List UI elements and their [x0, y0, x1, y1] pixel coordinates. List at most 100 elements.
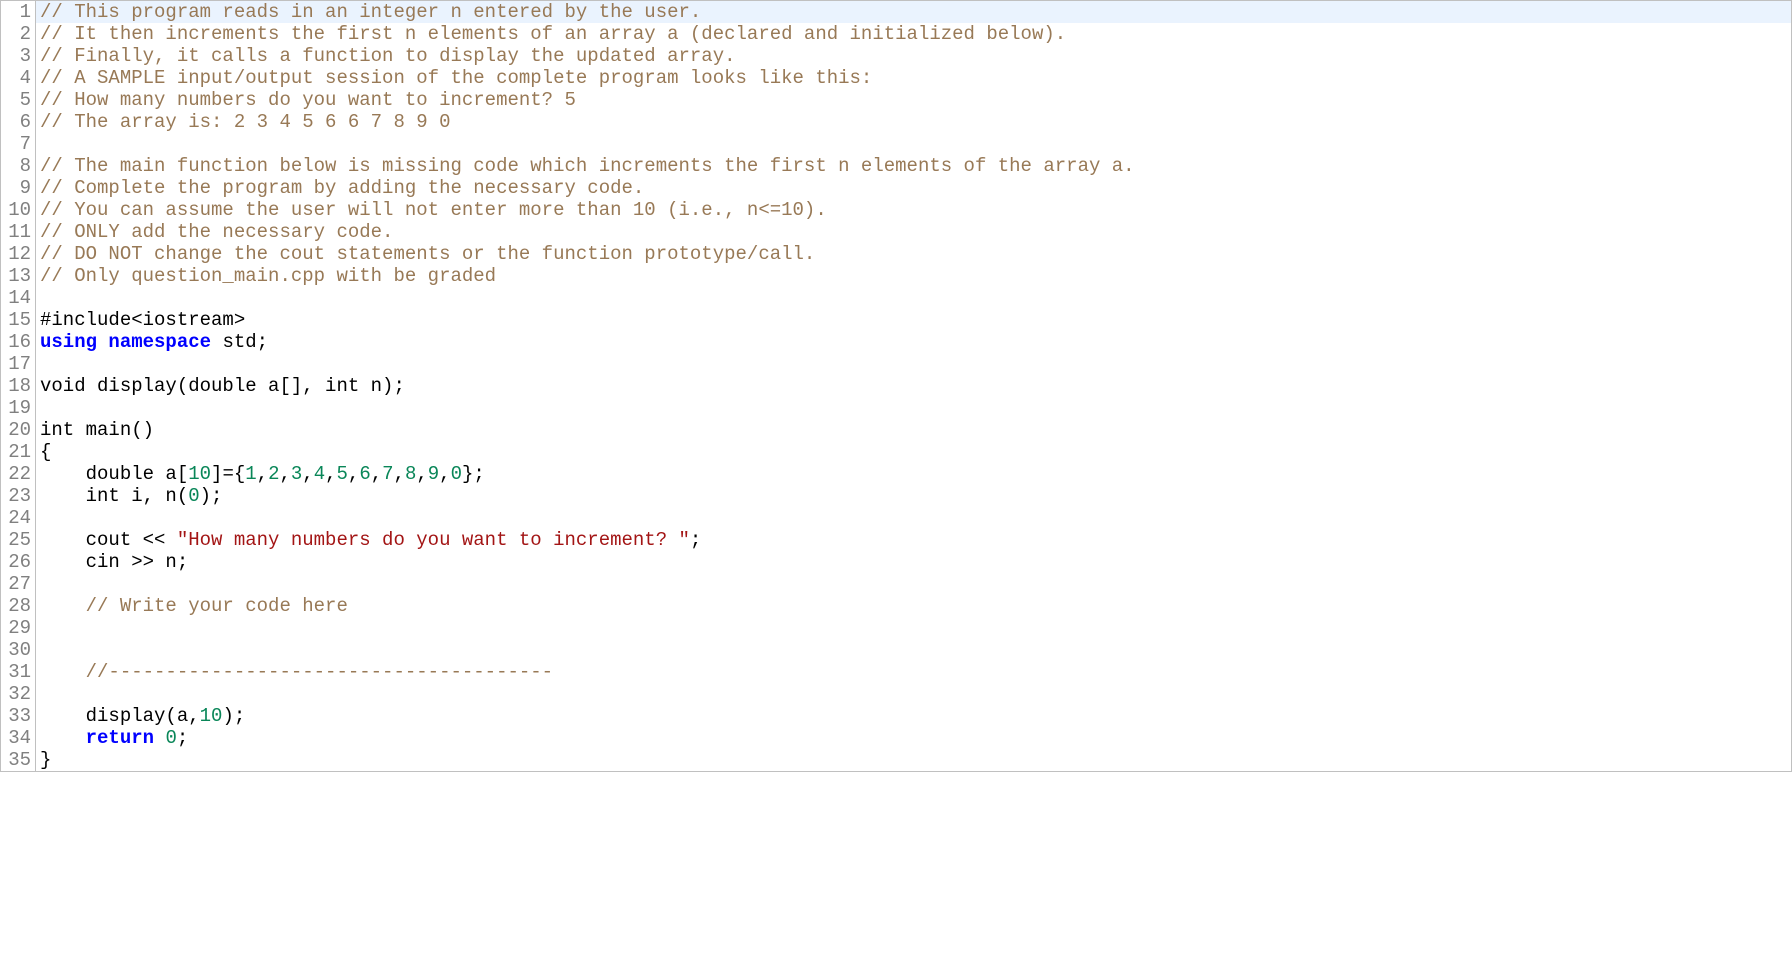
token-plain: }; — [462, 463, 485, 485]
code-content[interactable]: cin >> n; — [36, 551, 1791, 573]
code-line[interactable]: 21{ — [1, 441, 1791, 463]
code-line[interactable]: 16using namespace std; — [1, 331, 1791, 353]
code-content[interactable]: //--------------------------------------… — [36, 661, 1791, 683]
code-line[interactable]: 9// Complete the program by adding the n… — [1, 177, 1791, 199]
line-number: 3 — [1, 45, 36, 67]
code-line[interactable]: 10// You can assume the user will not en… — [1, 199, 1791, 221]
token-number: 0 — [165, 727, 176, 749]
code-content[interactable] — [36, 639, 1791, 661]
code-content[interactable]: // Only question_main.cpp with be graded — [36, 265, 1791, 287]
code-line[interactable]: 3// Finally, it calls a function to disp… — [1, 45, 1791, 67]
code-content[interactable] — [36, 287, 1791, 309]
line-number: 1 — [1, 1, 36, 23]
line-number: 18 — [1, 375, 36, 397]
token-plain: , — [416, 463, 427, 485]
code-content[interactable]: // DO NOT change the cout statements or … — [36, 243, 1791, 265]
token-plain: void display(double a[], int n); — [40, 375, 405, 397]
code-line[interactable]: 11// ONLY add the necessary code. — [1, 221, 1791, 243]
code-content[interactable]: // The array is: 2 3 4 5 6 6 7 8 9 0 — [36, 111, 1791, 133]
code-content[interactable]: return 0; — [36, 727, 1791, 749]
code-content[interactable]: int i, n(0); — [36, 485, 1791, 507]
line-number: 2 — [1, 23, 36, 45]
code-line[interactable]: 33 display(a,10); — [1, 705, 1791, 727]
code-content[interactable]: // It then increments the first n elemen… — [36, 23, 1791, 45]
token-number: 9 — [428, 463, 439, 485]
token-plain: , — [371, 463, 382, 485]
code-content[interactable]: } — [36, 749, 1791, 771]
token-number: 4 — [314, 463, 325, 485]
code-line[interactable]: 26 cin >> n; — [1, 551, 1791, 573]
code-content[interactable]: using namespace std; — [36, 331, 1791, 353]
token-plain: , — [279, 463, 290, 485]
code-content[interactable]: void display(double a[], int n); — [36, 375, 1791, 397]
code-content[interactable]: cout << "How many numbers do you want to… — [36, 529, 1791, 551]
line-number: 32 — [1, 683, 36, 705]
token-comment: // The array is: 2 3 4 5 6 6 7 8 9 0 — [40, 111, 450, 133]
line-number: 27 — [1, 573, 36, 595]
line-number: 20 — [1, 419, 36, 441]
code-editor[interactable]: 1// This program reads in an integer n e… — [0, 0, 1792, 772]
code-line[interactable]: 20int main() — [1, 419, 1791, 441]
code-content[interactable]: // This program reads in an integer n en… — [36, 1, 1791, 23]
code-content[interactable]: #include<iostream> — [36, 309, 1791, 331]
code-content[interactable]: { — [36, 441, 1791, 463]
code-line[interactable]: 5// How many numbers do you want to incr… — [1, 89, 1791, 111]
code-line[interactable]: 19 — [1, 397, 1791, 419]
code-line[interactable]: 18void display(double a[], int n); — [1, 375, 1791, 397]
code-line[interactable]: 29 — [1, 617, 1791, 639]
token-plain: double a[ — [40, 463, 188, 485]
token-comment: // Finally, it calls a function to displ… — [40, 45, 736, 67]
token-number: 10 — [188, 463, 211, 485]
code-content[interactable]: // Complete the program by adding the ne… — [36, 177, 1791, 199]
code-line[interactable]: 24 — [1, 507, 1791, 529]
code-line[interactable]: 2// It then increments the first n eleme… — [1, 23, 1791, 45]
code-line[interactable]: 1// This program reads in an integer n e… — [1, 1, 1791, 23]
code-line[interactable]: 31 //-----------------------------------… — [1, 661, 1791, 683]
code-content[interactable]: // ONLY add the necessary code. — [36, 221, 1791, 243]
line-number: 29 — [1, 617, 36, 639]
code-line[interactable]: 35} — [1, 749, 1791, 771]
code-content[interactable] — [36, 683, 1791, 705]
code-content[interactable]: // The main function below is missing co… — [36, 155, 1791, 177]
code-line[interactable]: 28 // Write your code here — [1, 595, 1791, 617]
code-line[interactable]: 25 cout << "How many numbers do you want… — [1, 529, 1791, 551]
code-content[interactable]: int main() — [36, 419, 1791, 441]
code-line[interactable]: 27 — [1, 573, 1791, 595]
code-line[interactable]: 4// A SAMPLE input/output session of the… — [1, 67, 1791, 89]
code-content[interactable]: // How many numbers do you want to incre… — [36, 89, 1791, 111]
code-content[interactable]: // Write your code here — [36, 595, 1791, 617]
code-line[interactable]: 30 — [1, 639, 1791, 661]
line-number: 35 — [1, 749, 36, 771]
code-line[interactable]: 6// The array is: 2 3 4 5 6 6 7 8 9 0 — [1, 111, 1791, 133]
code-line[interactable]: 22 double a[10]={1,2,3,4,5,6,7,8,9,0}; — [1, 463, 1791, 485]
code-line[interactable]: 7 — [1, 133, 1791, 155]
code-line[interactable]: 34 return 0; — [1, 727, 1791, 749]
code-content[interactable]: display(a,10); — [36, 705, 1791, 727]
code-content[interactable] — [36, 133, 1791, 155]
code-content[interactable] — [36, 573, 1791, 595]
code-line[interactable]: 23 int i, n(0); — [1, 485, 1791, 507]
code-line[interactable]: 15#include<iostream> — [1, 309, 1791, 331]
code-line[interactable]: 32 — [1, 683, 1791, 705]
token-number: 3 — [291, 463, 302, 485]
token-number: 7 — [382, 463, 393, 485]
token-plain — [154, 727, 165, 749]
code-line[interactable]: 8// The main function below is missing c… — [1, 155, 1791, 177]
token-plain — [40, 727, 86, 749]
code-content[interactable]: // Finally, it calls a function to displ… — [36, 45, 1791, 67]
code-content[interactable] — [36, 397, 1791, 419]
code-content[interactable] — [36, 507, 1791, 529]
line-number: 7 — [1, 133, 36, 155]
code-content[interactable] — [36, 353, 1791, 375]
code-content[interactable]: // A SAMPLE input/output session of the … — [36, 67, 1791, 89]
token-plain — [97, 331, 108, 353]
code-line[interactable]: 17 — [1, 353, 1791, 375]
line-number: 24 — [1, 507, 36, 529]
code-content[interactable] — [36, 617, 1791, 639]
code-line[interactable]: 14 — [1, 287, 1791, 309]
code-content[interactable]: // You can assume the user will not ente… — [36, 199, 1791, 221]
code-content[interactable]: double a[10]={1,2,3,4,5,6,7,8,9,0}; — [36, 463, 1791, 485]
line-number: 15 — [1, 309, 36, 331]
code-line[interactable]: 12// DO NOT change the cout statements o… — [1, 243, 1791, 265]
code-line[interactable]: 13// Only question_main.cpp with be grad… — [1, 265, 1791, 287]
